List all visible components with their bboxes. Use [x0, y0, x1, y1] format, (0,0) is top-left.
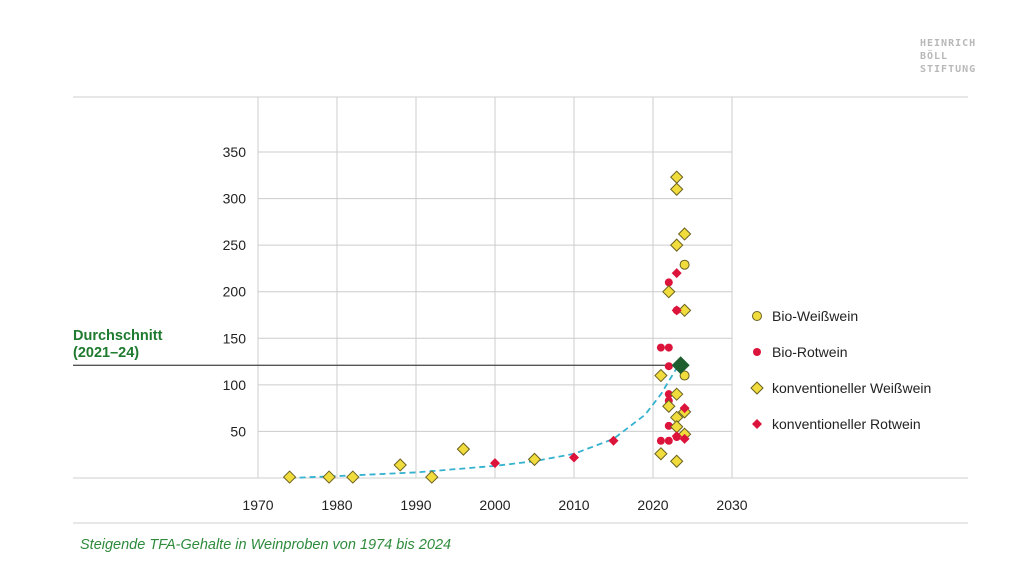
point-konventioneller-weisswein [669, 387, 684, 401]
point-bio-rotwein [664, 436, 673, 445]
point-konventioneller-weisswein [527, 452, 542, 467]
point-konventioneller-weisswein [425, 470, 439, 484]
logo-line-1: HEINRICH [920, 38, 977, 49]
legend-label: Bio-Weißwein [772, 308, 859, 324]
point-bio-rotwein [664, 421, 673, 430]
point-konventioneller-rotwein [569, 452, 579, 463]
point-konventioneller-rotwein [671, 431, 682, 442]
point-konventioneller-weisswein [662, 399, 676, 413]
point-konventioneller-weisswein [677, 303, 692, 318]
average-label-line-2: (2021–24) [73, 345, 140, 361]
point-bio-rotwein [664, 362, 673, 371]
y-axis-ticks: 50 100 150 200 250 300 350 [223, 144, 247, 439]
trend-line [289, 367, 678, 479]
point-konventioneller-rotwein [490, 458, 500, 469]
yellow-circle-icon [752, 311, 762, 321]
point-bio-rotwein [664, 343, 673, 352]
legend-item-bio-rotwein: Bio-Rotwein [750, 334, 931, 370]
legend-label: konventioneller Weißwein [772, 380, 932, 396]
point-bio-weisswein [679, 259, 690, 270]
point-konventioneller-weisswein [654, 368, 668, 383]
point-konventioneller-weisswein [346, 470, 360, 484]
point-konventioneller-rotwein [679, 403, 690, 414]
y-tick-label: 100 [223, 377, 247, 393]
legend: Bio-Weißwein Bio-Rotwein konventioneller… [750, 298, 931, 442]
average-marker-group [671, 356, 690, 375]
yellow-diamond-icon [750, 381, 764, 395]
frame-lines [73, 96, 968, 524]
legend-item-konventioneller-weisswein: konventioneller Weißwein [750, 370, 931, 406]
legend-item-bio-weisswein: Bio-Weißwein [750, 298, 931, 334]
y-tick-label: 350 [223, 144, 247, 160]
y-tick-label: 150 [223, 330, 247, 346]
point-bio-rotwein [664, 278, 673, 287]
point-konventioneller-weisswein [669, 170, 684, 184]
point-konventioneller-weisswein [282, 470, 297, 484]
chart-caption: Steigende TFA-Gehalte in Weinproben von … [80, 537, 452, 553]
point-bio-weisswein [679, 370, 690, 381]
logo-line-2: BÖLL [920, 51, 949, 62]
average-label: Durchschnitt (2021–24) [73, 328, 162, 362]
point-konventioneller-rotwein [679, 433, 690, 444]
legend-item-konventioneller-rotwein: konventioneller Rotwein [750, 406, 931, 442]
point-konventioneller-rotwein [671, 268, 682, 279]
x-tick-label: 2010 [558, 497, 589, 513]
point-konventioneller-weisswein [669, 182, 684, 196]
legend-label: Bio-Rotwein [772, 344, 848, 360]
x-tick-label: 1980 [321, 497, 352, 513]
point-konventioneller-weisswein [677, 227, 692, 241]
y-tick-label: 50 [230, 423, 246, 439]
point-bio-rotwein [656, 343, 665, 352]
point-konventioneller-weisswein [662, 285, 676, 299]
red-circle-icon [753, 348, 761, 356]
trend-line-group [289, 367, 678, 479]
point-bio-rotwein [664, 390, 673, 399]
point-konventioneller-weisswein [654, 447, 668, 461]
x-tick-label: 2030 [716, 497, 747, 513]
red-diamond-icon [752, 419, 762, 429]
point-konventioneller-rotwein [608, 435, 619, 446]
x-tick-label: 1970 [242, 497, 273, 513]
average-label-line-1: Durchschnitt [73, 328, 163, 344]
point-konventioneller-weisswein [393, 458, 407, 472]
point-bio-rotwein [656, 436, 665, 445]
point-konventioneller-weisswein [669, 454, 684, 468]
point-konventioneller-weisswein [322, 470, 336, 484]
point-konventioneller-weisswein [456, 442, 471, 456]
x-tick-label: 1990 [400, 497, 431, 513]
point-konventioneller-rotwein [671, 305, 682, 316]
legend-label: konventioneller Rotwein [772, 416, 921, 432]
grid [257, 97, 733, 478]
average-marker [671, 356, 690, 375]
x-axis-ticks: 1970 1980 1990 2000 2010 2020 2030 [242, 497, 747, 513]
x-tick-label: 2000 [479, 497, 510, 513]
y-tick-label: 300 [223, 191, 247, 207]
y-tick-label: 250 [223, 237, 247, 253]
data-points [282, 170, 692, 484]
y-tick-label: 200 [223, 284, 247, 300]
point-konventioneller-weisswein [669, 238, 684, 252]
heinrich-boell-logo: HEINRICH BÖLL STIFTUNG [920, 37, 976, 76]
x-tick-label: 2020 [637, 497, 668, 513]
logo-line-3: STIFTUNG [920, 64, 977, 75]
